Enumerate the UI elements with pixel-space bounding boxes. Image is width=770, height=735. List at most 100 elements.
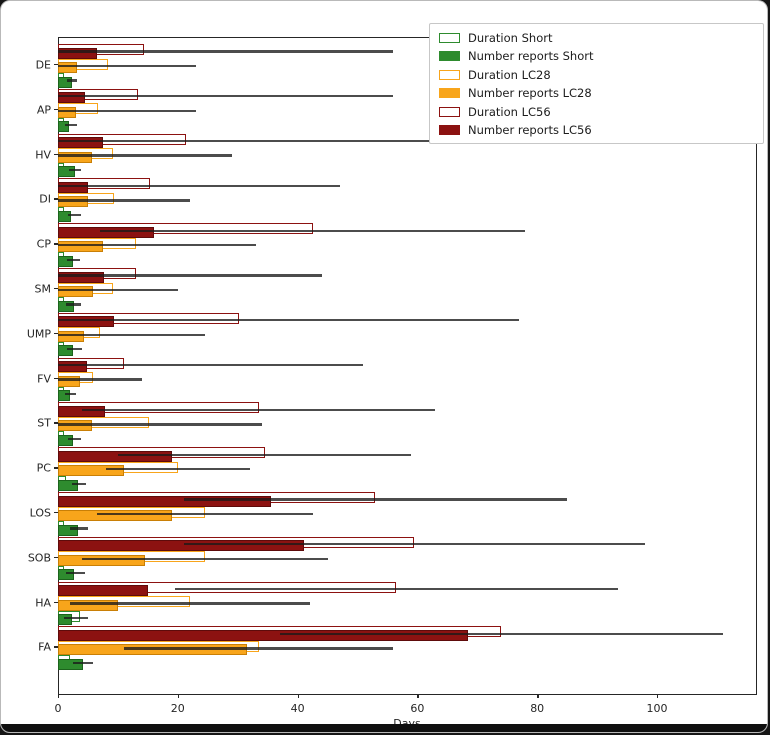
lc28-reports-bar xyxy=(58,465,124,477)
y-axis-tick xyxy=(54,512,58,514)
short-reports-bar xyxy=(58,121,69,133)
lc28-error-whisker xyxy=(58,64,196,68)
y-axis-tick xyxy=(54,601,58,603)
lc56-reports-bar xyxy=(58,271,105,283)
category-label: PC xyxy=(36,461,51,475)
short-error-whisker xyxy=(66,348,82,351)
lc28-reports-bar xyxy=(58,599,118,611)
category-label: SOB xyxy=(27,551,51,565)
window-bottom-edge xyxy=(1,724,767,732)
short-reports-bar xyxy=(58,255,73,267)
short-error-whisker xyxy=(68,437,81,441)
legend-label: Duration Short xyxy=(468,31,553,45)
lc56-error-whisker xyxy=(58,319,520,322)
category-label: HV xyxy=(35,148,51,162)
lc56-error-whisker xyxy=(81,408,436,412)
x-axis-tick xyxy=(297,694,299,698)
short-error-whisker xyxy=(69,527,88,530)
lc56-reports-bar xyxy=(58,181,88,193)
lc28-error-whisker xyxy=(58,154,232,157)
y-axis-tick xyxy=(54,377,58,379)
short-reports-bar xyxy=(58,614,73,626)
lc56-reports-bar xyxy=(58,629,469,641)
legend-label: Number reports LC28 xyxy=(468,86,592,101)
legend-entry: Duration LC56 xyxy=(439,105,753,119)
y-axis-tick xyxy=(54,288,58,290)
short-error-whisker xyxy=(67,213,81,217)
lc28-reports-bar xyxy=(58,554,145,566)
y-axis-tick xyxy=(54,422,58,424)
lc28-reports-bar xyxy=(58,241,103,253)
lc56-reports-bar xyxy=(58,92,85,104)
lc56-error-whisker xyxy=(58,50,394,53)
short-reports-bar xyxy=(58,76,72,88)
lc28-error-whisker xyxy=(69,602,310,605)
x-axis-tick-label: 40 xyxy=(290,702,305,715)
lc56-error-whisker xyxy=(58,95,394,98)
lc28-reports-bar xyxy=(58,286,93,297)
plot-spine-top xyxy=(58,37,756,39)
y-axis-tick xyxy=(54,556,58,559)
short-error-whisker xyxy=(65,124,78,127)
lc28-error-whisker xyxy=(58,244,256,247)
filled-swatch-icon xyxy=(439,124,460,135)
category-label: DE xyxy=(35,58,51,72)
lc28-reports-bar xyxy=(58,106,76,118)
legend-entry: Number reports LC28 xyxy=(439,86,753,100)
lc56-error-whisker xyxy=(99,229,526,232)
lc56-reports-bar xyxy=(58,226,154,238)
lc56-error-whisker xyxy=(117,453,412,456)
lc28-error-whisker xyxy=(58,423,262,426)
short-error-whisker xyxy=(66,303,81,306)
category-label: FV xyxy=(37,372,51,386)
short-reports-bar xyxy=(58,210,72,222)
x-axis-tick xyxy=(537,694,539,698)
category-label: ST xyxy=(37,416,51,430)
y-axis-tick xyxy=(54,108,58,111)
lc28-reports-bar xyxy=(58,330,85,342)
lc56-reports-bar xyxy=(58,137,103,149)
lc28-reports-bar xyxy=(58,644,247,656)
y-axis-tick xyxy=(54,467,58,469)
lc56-reports-bar xyxy=(58,585,148,597)
x-axis-tick xyxy=(657,694,659,698)
lc56-error-whisker xyxy=(183,543,645,546)
lc28-reports-bar xyxy=(58,196,88,208)
outline-swatch-icon xyxy=(439,69,460,80)
lc56-reports-bar xyxy=(58,405,106,417)
x-axis-tick-label: 100 xyxy=(646,702,668,715)
y-axis-tick xyxy=(54,332,58,335)
x-axis-tick xyxy=(58,694,60,698)
x-axis-tick xyxy=(177,694,180,698)
legend-entry: Duration LC28 xyxy=(439,68,753,82)
short-reports-bar xyxy=(58,524,78,536)
short-error-whisker xyxy=(65,572,85,575)
category-label: DI xyxy=(39,192,51,206)
lc56-reports-bar xyxy=(58,540,304,552)
category-label: HA xyxy=(35,596,51,610)
category-label: CP xyxy=(36,237,51,251)
short-error-whisker xyxy=(72,482,87,485)
category-label: AP xyxy=(36,103,51,117)
lc28-reports-bar xyxy=(58,375,81,387)
lc28-error-whisker xyxy=(58,109,196,112)
filled-swatch-icon xyxy=(439,51,460,62)
short-reports-bar xyxy=(58,345,73,357)
category-label: UMP xyxy=(26,327,51,341)
lc56-reports-bar xyxy=(58,316,114,328)
lc56-reports-bar xyxy=(58,361,88,373)
plot-spine-right xyxy=(756,37,758,694)
x-axis-tick-label: 80 xyxy=(530,702,545,715)
lc28-reports-bar xyxy=(58,62,77,73)
lc56-error-whisker xyxy=(58,184,340,188)
outline-swatch-icon xyxy=(439,33,460,43)
lc28-reports-bar xyxy=(58,420,92,432)
lc56-error-whisker xyxy=(58,363,364,367)
legend-entry: Number reports Short xyxy=(439,49,753,63)
lc28-error-whisker xyxy=(58,378,142,381)
x-axis-tick-label: 20 xyxy=(170,702,185,715)
plot-spine-bottom xyxy=(58,694,757,696)
short-error-whisker xyxy=(69,168,82,172)
